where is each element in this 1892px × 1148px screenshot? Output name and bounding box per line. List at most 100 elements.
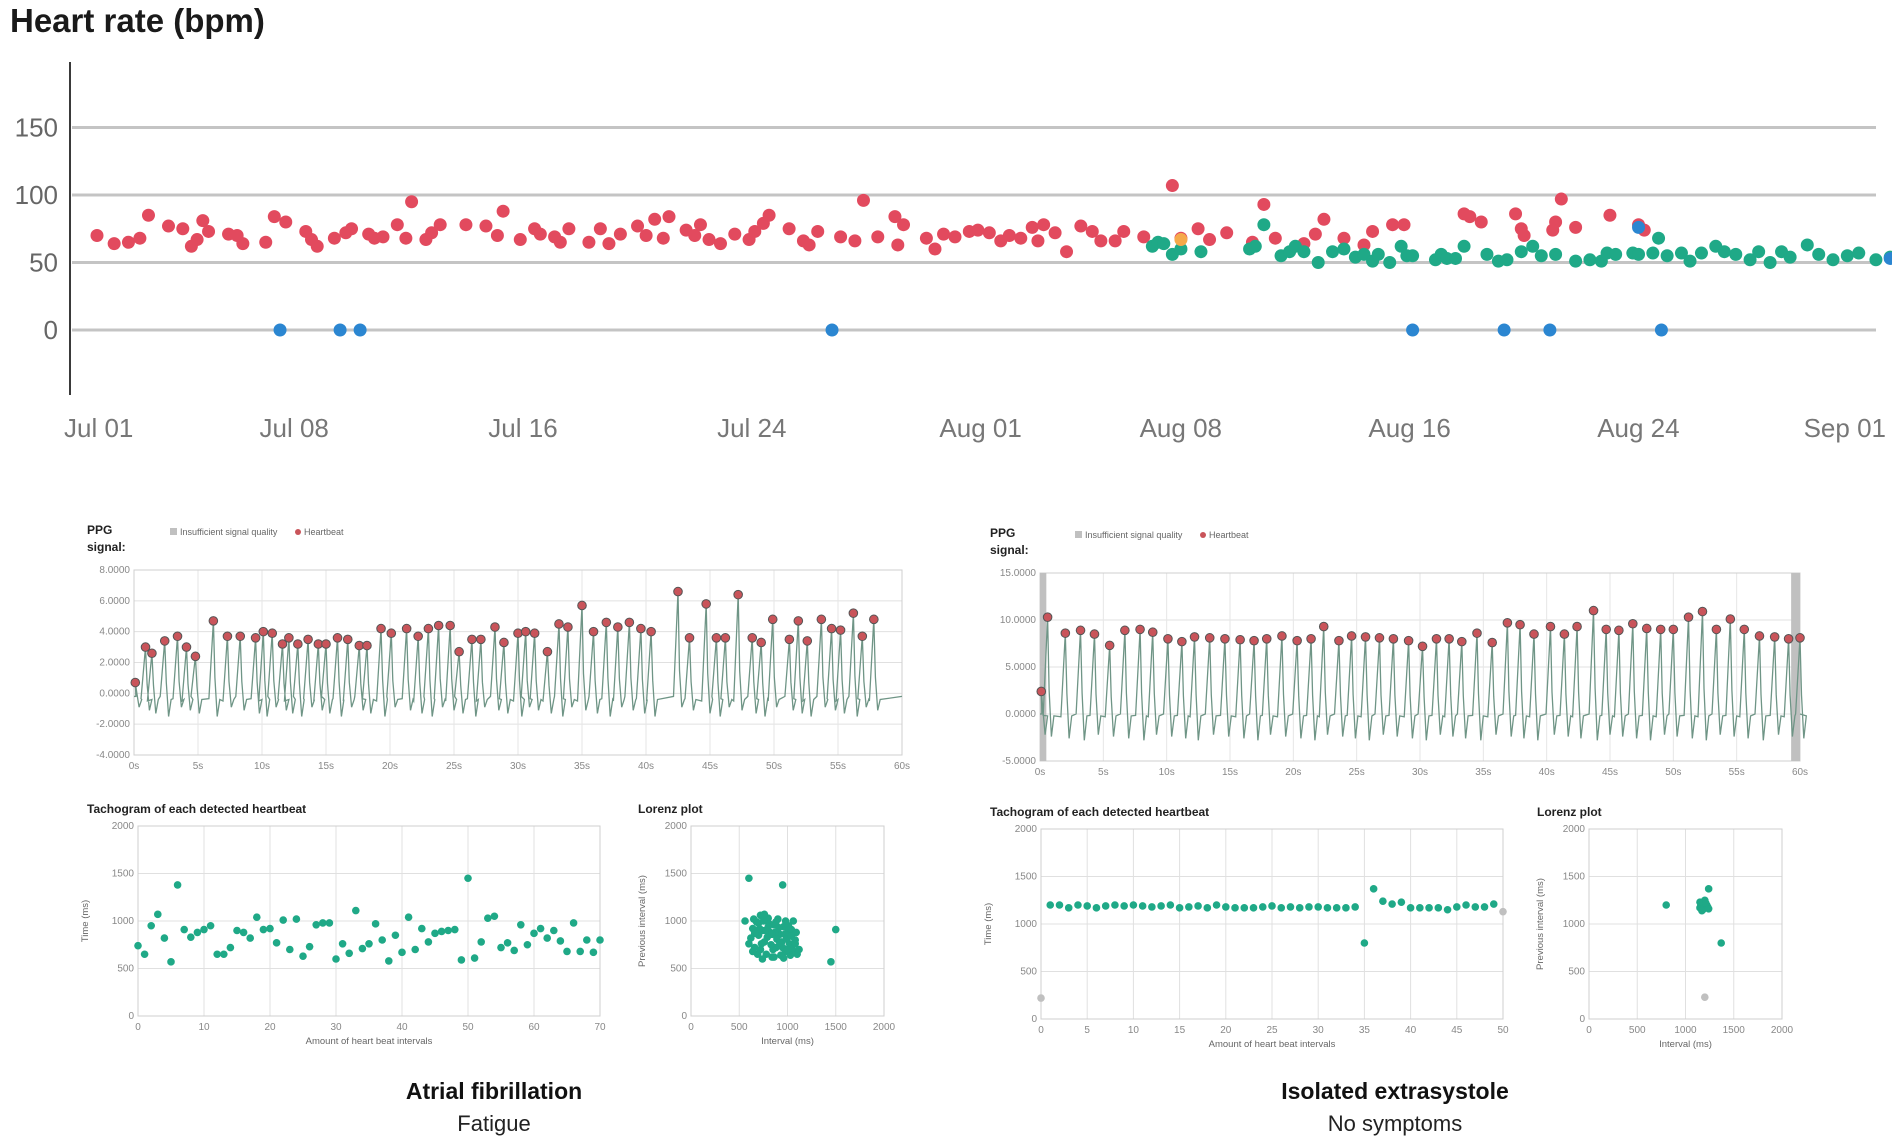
hr-point-red bbox=[871, 230, 885, 244]
panel-y-tick: 2000 bbox=[665, 821, 688, 832]
data-point bbox=[325, 919, 334, 927]
data-point bbox=[490, 912, 499, 921]
data-point bbox=[1222, 903, 1230, 911]
data-point bbox=[484, 914, 492, 922]
hr-point-red bbox=[1137, 230, 1151, 244]
heartbeat-marker bbox=[235, 631, 246, 642]
x-tick-label: Jul 08 bbox=[260, 413, 329, 443]
data-point bbox=[1443, 905, 1452, 914]
panel-x-tick: 1500 bbox=[1723, 1025, 1746, 1036]
data-point bbox=[173, 881, 182, 889]
heartbeat-marker bbox=[1189, 632, 1200, 642]
panel-title: Lorenz plot bbox=[638, 802, 703, 816]
data-point bbox=[791, 940, 800, 948]
hr-point-green bbox=[1194, 245, 1208, 259]
hr-point-red bbox=[1268, 231, 1282, 245]
legend-swatch-insufficient bbox=[170, 528, 177, 535]
panel-x-tick: 500 bbox=[1629, 1025, 1646, 1036]
panel-y-label: Previous interval (ms) bbox=[637, 875, 648, 967]
heartbeat-marker bbox=[342, 634, 353, 645]
data-point bbox=[286, 945, 294, 954]
data-point bbox=[523, 940, 532, 949]
hr-point-red bbox=[1014, 231, 1028, 245]
data-point bbox=[768, 930, 776, 939]
heartbeat-marker bbox=[159, 636, 170, 646]
data-point bbox=[1704, 885, 1713, 893]
hr-point-red bbox=[1108, 234, 1122, 248]
data-point bbox=[1138, 902, 1147, 910]
data-point bbox=[764, 914, 772, 922]
hr-point-red bbox=[267, 210, 281, 224]
hr-point-green bbox=[1694, 246, 1708, 260]
ppg-frame bbox=[133, 569, 903, 756]
heartbeat-marker bbox=[1711, 624, 1722, 635]
hr-point-red bbox=[762, 208, 776, 222]
hr-point-blue bbox=[273, 323, 287, 337]
heartbeat-marker bbox=[1417, 641, 1428, 652]
data-point bbox=[444, 926, 453, 935]
ppg-x-tick: 50s bbox=[766, 761, 782, 772]
legend-label-heartbeat: Heartbeat bbox=[304, 527, 344, 537]
data-point bbox=[345, 949, 354, 958]
hr-point-blue bbox=[825, 323, 839, 337]
data-point bbox=[589, 948, 598, 957]
data-point bbox=[774, 915, 782, 923]
data-point bbox=[398, 948, 406, 957]
page-title: Heart rate (bpm) bbox=[10, 2, 265, 39]
y-tick-label: 150 bbox=[15, 113, 58, 143]
hr-point-red bbox=[1085, 224, 1099, 238]
data-point bbox=[1101, 902, 1110, 910]
data-point bbox=[1480, 903, 1489, 911]
heartbeat-marker bbox=[869, 614, 879, 625]
data-point bbox=[1055, 901, 1064, 909]
ppg-x-tick: 55s bbox=[830, 761, 846, 772]
hr-point-red bbox=[1048, 226, 1062, 240]
hr-point-green bbox=[1660, 249, 1674, 263]
panel-y-tick: 2000 bbox=[1563, 824, 1586, 835]
heartbeat-marker bbox=[386, 628, 397, 639]
heartbeat-marker bbox=[835, 625, 846, 635]
ppg-x-tick: 55s bbox=[1729, 767, 1745, 778]
ppg-y-tick: -4.0000 bbox=[96, 750, 130, 761]
heartbeat-marker bbox=[401, 623, 412, 634]
heartbeat-marker bbox=[520, 626, 531, 637]
data-point bbox=[503, 939, 512, 947]
hr-point-red bbox=[748, 224, 762, 238]
heartbeat-marker bbox=[376, 623, 386, 634]
data-point bbox=[1696, 904, 1704, 912]
data-point bbox=[762, 950, 771, 959]
data-point bbox=[1388, 900, 1396, 908]
hr-point-red bbox=[90, 229, 104, 242]
data-point bbox=[748, 947, 757, 956]
data-point bbox=[1699, 905, 1707, 914]
hr-point-red bbox=[399, 231, 413, 245]
data-point bbox=[200, 925, 208, 934]
data-point bbox=[365, 940, 373, 948]
y-tick-label: 0 bbox=[44, 315, 58, 345]
heartbeat-marker bbox=[1346, 631, 1357, 641]
data-point bbox=[1258, 903, 1267, 911]
data-point bbox=[259, 925, 268, 934]
data-point bbox=[775, 923, 783, 932]
heartbeat-marker bbox=[1360, 632, 1371, 642]
heartbeat-marker bbox=[1795, 633, 1805, 643]
hr-point-red bbox=[728, 227, 742, 241]
hr-point-red bbox=[345, 222, 359, 236]
data-point bbox=[760, 910, 769, 919]
panel-x-label: Interval (ms) bbox=[1659, 1039, 1712, 1050]
data-point bbox=[252, 913, 261, 921]
data-point bbox=[1249, 904, 1258, 912]
hr-point-red bbox=[279, 215, 293, 229]
heartbeat-marker bbox=[1089, 629, 1100, 639]
data-point bbox=[213, 950, 221, 959]
heartbeat-marker bbox=[1769, 632, 1780, 642]
hr-point-red bbox=[1554, 192, 1568, 206]
data-point bbox=[180, 925, 188, 934]
ppg-y-tick: 5.0000 bbox=[1005, 662, 1036, 673]
heartbeat-marker bbox=[802, 636, 813, 646]
data-point bbox=[1212, 901, 1221, 909]
heartbeat-marker bbox=[1075, 625, 1086, 636]
heartbeat-marker bbox=[1060, 628, 1071, 638]
hr-point-red bbox=[107, 237, 121, 251]
data-point bbox=[787, 932, 796, 940]
